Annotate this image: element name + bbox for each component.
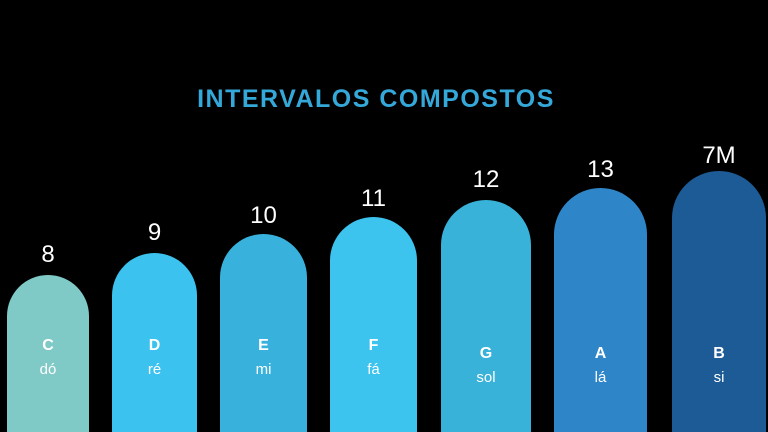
bar-value-label-9: 9 — [147, 219, 162, 246]
bar-note-label-b: B si — [672, 345, 766, 386]
note-letter: G — [479, 345, 493, 362]
note-solfege: sol — [476, 369, 496, 386]
note-letter: F — [368, 337, 379, 354]
note-solfege: si — [713, 369, 725, 386]
bar-value-label-11: 11 — [361, 185, 386, 212]
bar-value-label-7m: 7M — [702, 142, 736, 169]
bar-g-sol — [441, 200, 531, 432]
bar-note-label-c: C dó — [7, 337, 89, 378]
bar-value-label-13: 13 — [587, 156, 614, 183]
bar-f-fa — [330, 217, 417, 432]
note-letter: E — [258, 337, 269, 354]
note-solfege: fá — [367, 361, 380, 378]
note-solfege: lá — [594, 369, 607, 386]
bar-note-label-f: F fá — [330, 337, 417, 378]
bar-value-label-12: 12 — [472, 166, 500, 193]
bar-note-label-g: G sol — [441, 345, 531, 386]
note-letter: B — [713, 345, 725, 362]
bar-c-do — [7, 275, 89, 432]
bar-d-re — [112, 253, 197, 432]
slide-title: INTERVALOS COMPOSTOS — [197, 85, 555, 113]
bar-note-label-a: A lá — [554, 345, 647, 386]
note-letter: D — [148, 337, 161, 354]
bar-b-si — [672, 171, 766, 432]
note-letter: A — [594, 345, 607, 362]
bar-a-la — [554, 188, 647, 432]
bar-e-mi — [220, 234, 307, 432]
bar-note-label-e: E mi — [220, 337, 307, 378]
note-solfege: mi — [255, 361, 272, 378]
note-letter: C — [42, 337, 54, 354]
note-solfege: dó — [39, 361, 57, 378]
bar-value-label-10: 10 — [250, 202, 277, 229]
bar-value-label-8: 8 — [41, 241, 55, 268]
note-solfege: ré — [147, 361, 162, 378]
bar-note-label-d: D ré — [112, 337, 197, 378]
